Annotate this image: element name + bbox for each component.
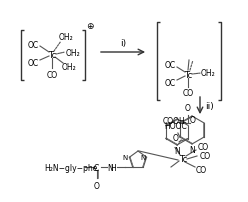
Text: CO: CO: [183, 89, 193, 98]
Text: H₂N−gly−phe: H₂N−gly−phe: [44, 163, 97, 172]
Text: H: H: [110, 163, 116, 172]
Text: N: N: [122, 155, 127, 160]
Text: CO: CO: [199, 152, 211, 161]
Text: HOOC: HOOC: [164, 121, 187, 130]
Text: OC: OC: [164, 78, 176, 87]
Text: N: N: [140, 155, 146, 160]
Text: OH₂: OH₂: [62, 63, 76, 72]
Text: O: O: [172, 133, 178, 142]
Text: N: N: [189, 145, 195, 154]
Text: OC: OC: [28, 40, 38, 49]
Text: C: C: [94, 163, 99, 172]
Text: O: O: [185, 103, 191, 113]
Text: OH₂: OH₂: [201, 69, 215, 78]
Text: CO: CO: [195, 166, 207, 175]
Text: O: O: [190, 116, 196, 125]
Text: Tc: Tc: [48, 50, 56, 59]
Text: N: N: [174, 146, 180, 155]
Text: N: N: [107, 163, 113, 172]
Text: CO: CO: [197, 143, 209, 152]
Text: i): i): [120, 39, 126, 48]
Text: Tc: Tc: [179, 155, 187, 164]
Text: OC: OC: [164, 61, 176, 70]
Text: Tc: Tc: [184, 70, 192, 79]
Text: OC: OC: [28, 58, 38, 67]
Text: COOH: COOH: [162, 116, 185, 125]
Text: OH₂: OH₂: [59, 33, 73, 42]
Text: OH₂: OH₂: [66, 48, 80, 57]
Text: CO: CO: [46, 70, 58, 79]
Text: O: O: [94, 181, 100, 190]
Text: ii): ii): [205, 102, 214, 111]
Text: ⊕: ⊕: [86, 22, 93, 31]
